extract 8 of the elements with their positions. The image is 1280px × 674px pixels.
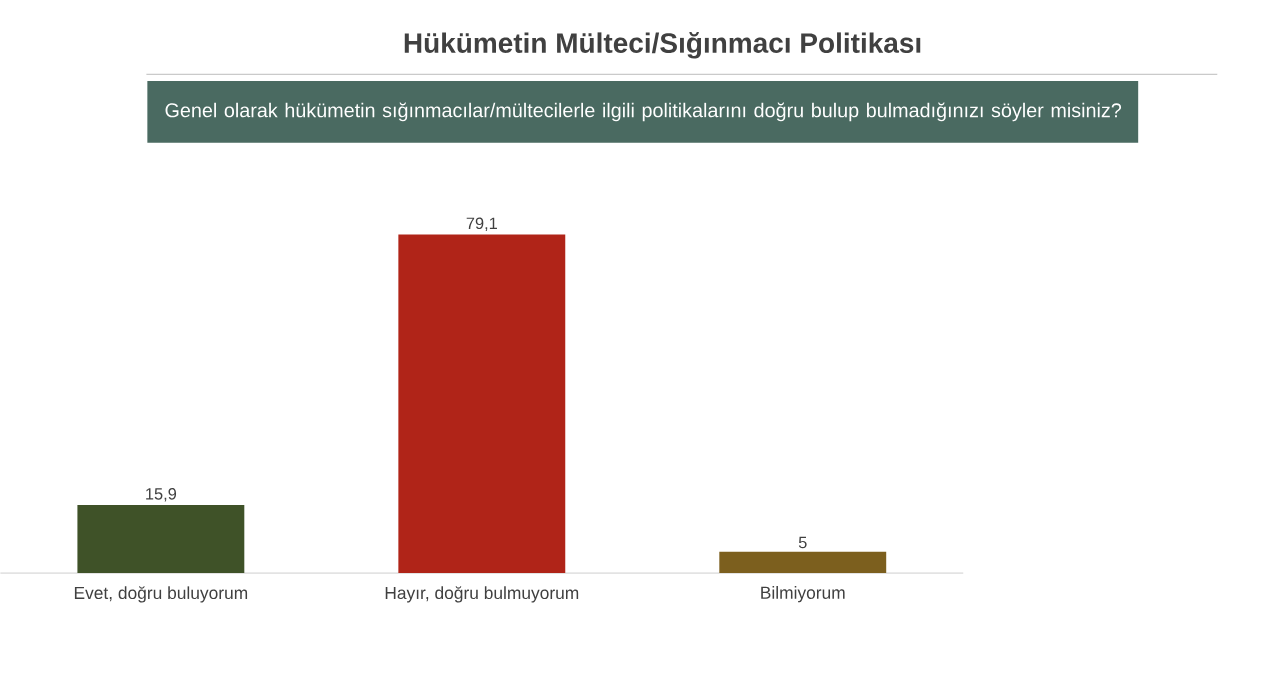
data-label: 15,9 <box>146 487 177 502</box>
chart-subtitle: Genel olarak hükümetin sığınmacılar/mültecilerle ilgili politikalarını doğru bulup bulmadığınızı söyler misiniz? <box>165 102 1122 122</box>
data-label: 79,1 <box>466 217 497 231</box>
chart-title: Hükümetin Mülteci/Sığınmacı Politikası <box>404 31 921 59</box>
data-label: 5 <box>798 536 807 549</box>
x-tick-label: Evet, doğru buluyorum <box>74 585 248 603</box>
x-tick-label: Bilmiyorum <box>761 585 845 603</box>
x-tick-label: Hayır, doğru bulmuyorum <box>385 585 579 603</box>
